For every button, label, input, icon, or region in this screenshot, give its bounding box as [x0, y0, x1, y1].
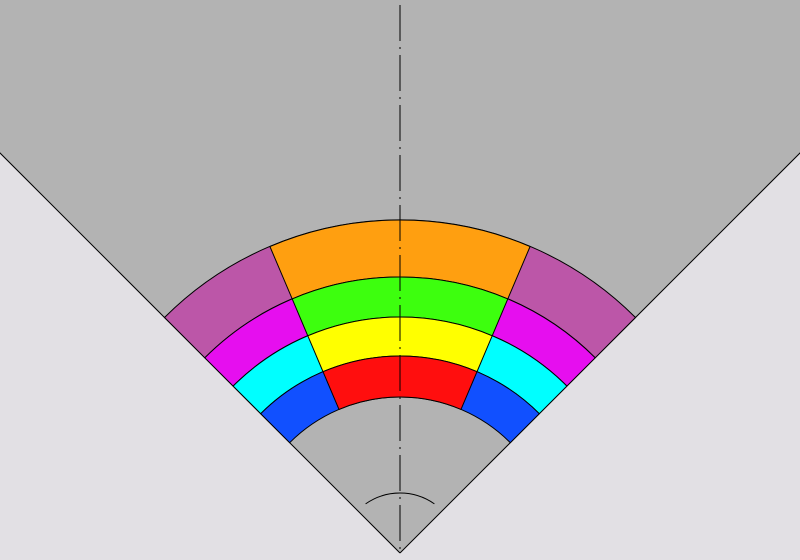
apex-arc — [365, 492, 435, 505]
cone-right-edge — [399, 152, 800, 554]
cone-left-edge — [0, 152, 401, 554]
